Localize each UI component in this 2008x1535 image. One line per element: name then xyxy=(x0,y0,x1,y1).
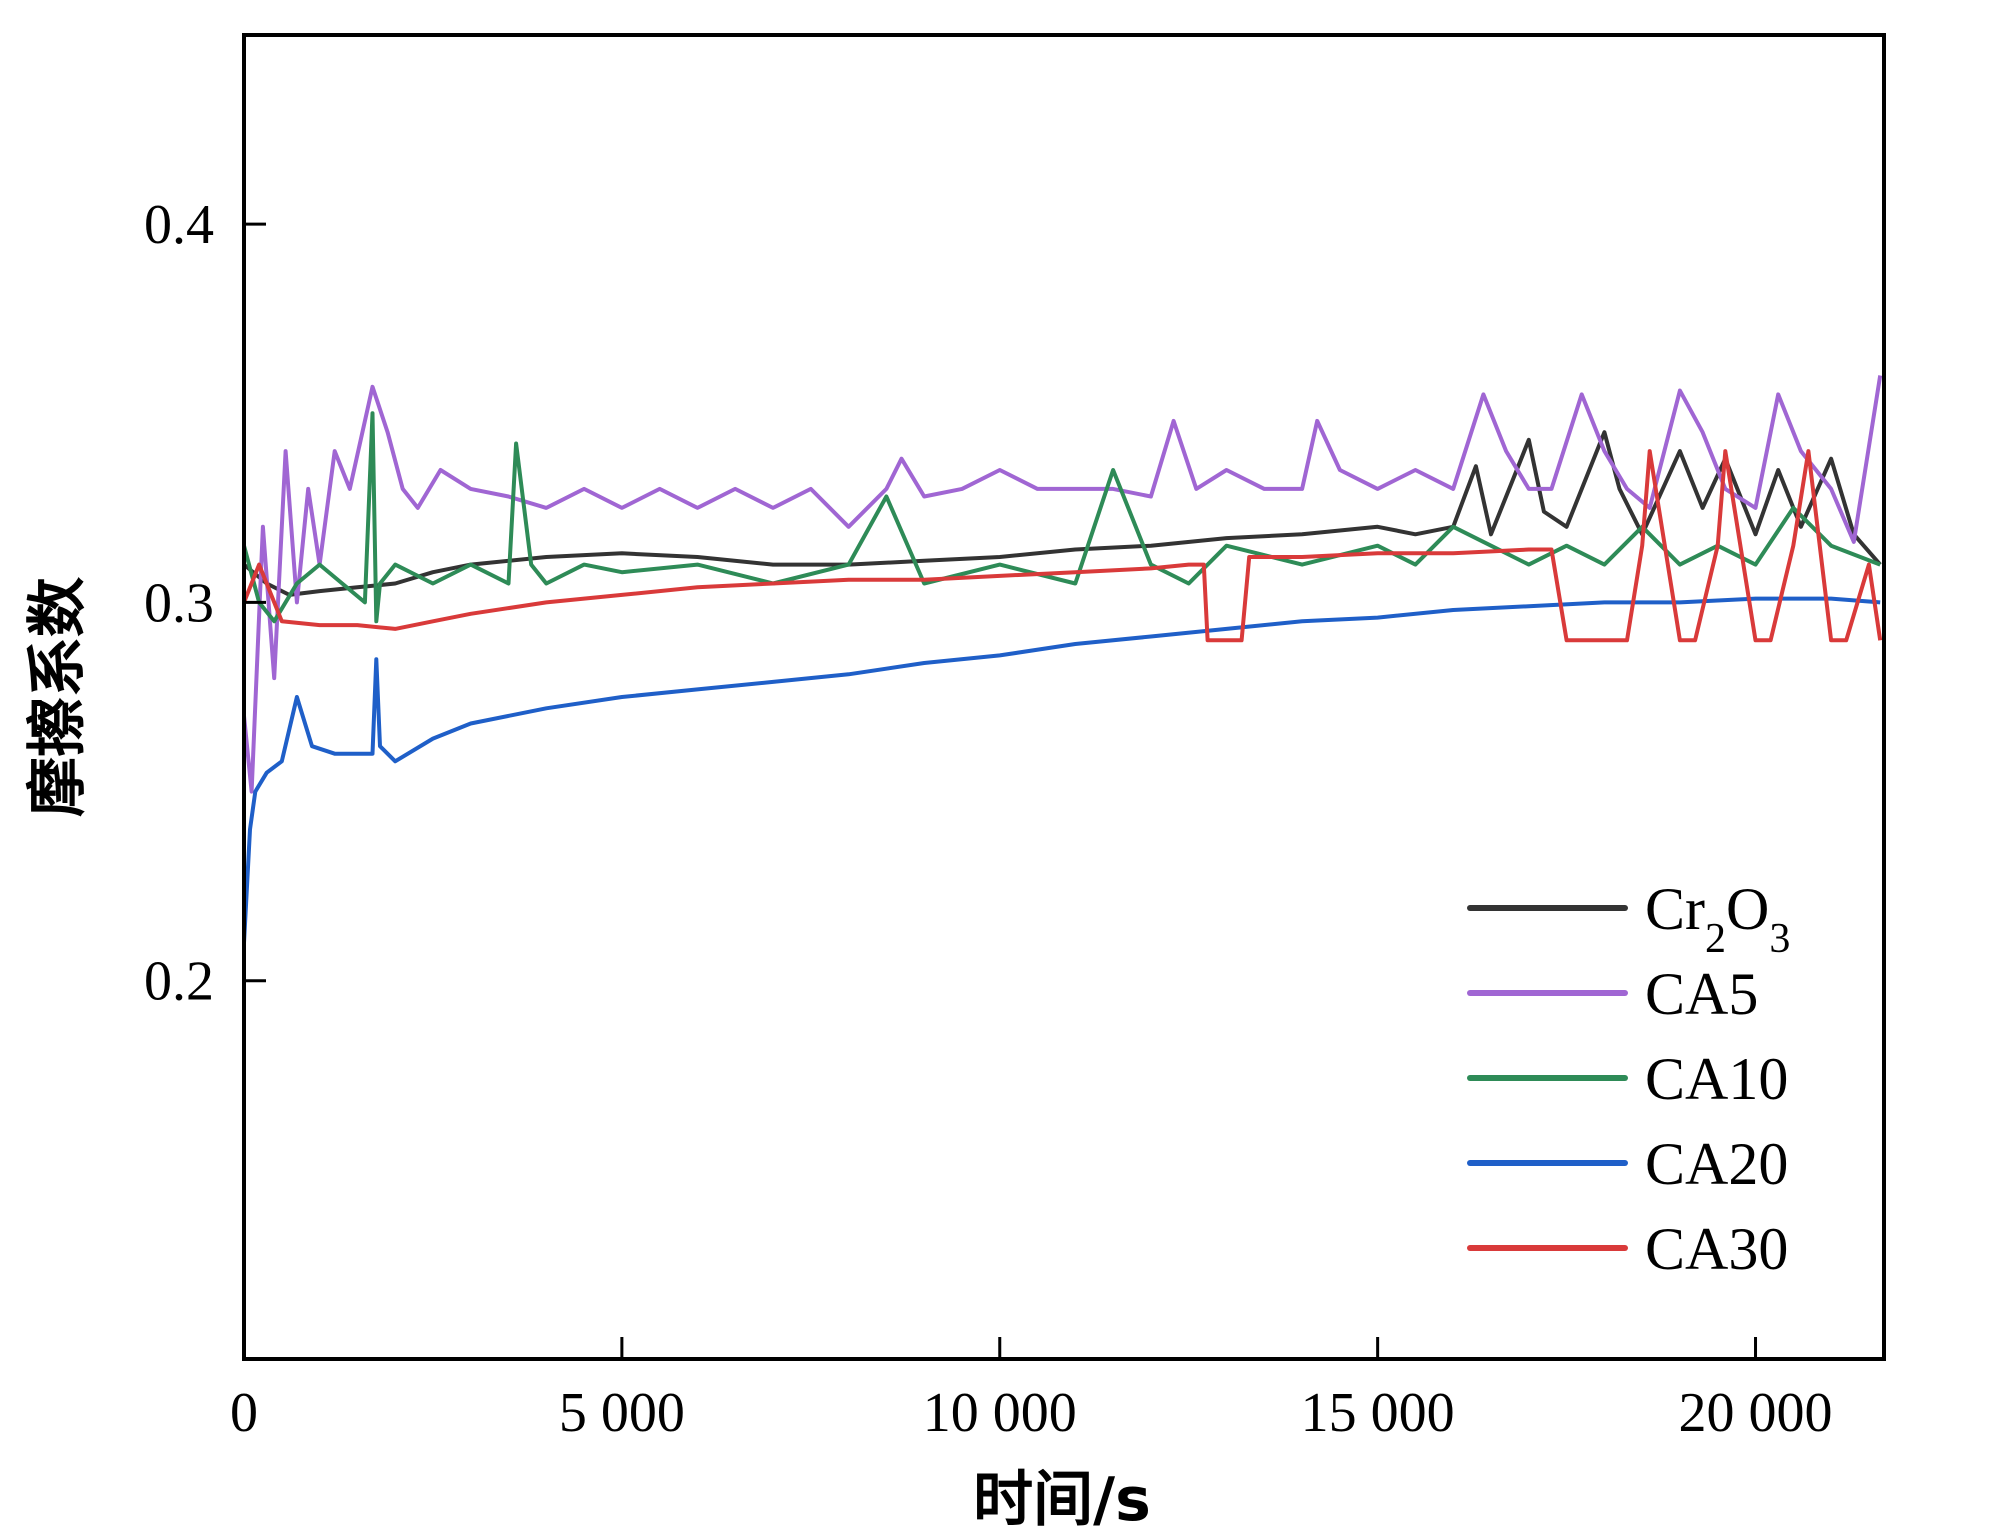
legend-label-ca5: CA5 xyxy=(1645,961,1758,1027)
series-line-ca20 xyxy=(242,596,1881,944)
x-tick-label: 0 xyxy=(230,1382,258,1444)
x-axis-title: 时间/s xyxy=(973,1465,1151,1535)
series-line-ca30 xyxy=(242,449,1883,643)
y-tick-label: 0.3 xyxy=(144,572,214,634)
x-tick-label: 20 000 xyxy=(1679,1382,1833,1444)
legend-label-ca10: CA10 xyxy=(1645,1046,1788,1112)
series-layer xyxy=(242,375,1883,944)
x-tick-label: 10 000 xyxy=(923,1382,1077,1444)
plot-frame xyxy=(242,33,1886,1361)
y-axis-title: 摩擦系数 xyxy=(23,577,93,817)
legend-label-ca20: CA20 xyxy=(1645,1131,1788,1197)
series-line-cr2o3 xyxy=(242,430,1882,597)
x-tick-label: 15 000 xyxy=(1301,1382,1455,1444)
axis-layer: 0 5 000 10 000 15 000 20 000 0.2 0.3 0.4 xyxy=(144,194,1833,1444)
series-line-ca5 xyxy=(242,375,1883,794)
y-tick-label: 0.2 xyxy=(144,951,214,1013)
legend-label-cr2o3: Cr2O3 xyxy=(1645,876,1790,962)
legend-label-ca30: CA30 xyxy=(1645,1216,1788,1282)
series-line-ca10 xyxy=(242,411,1881,624)
x-tick-label: 5 000 xyxy=(559,1382,685,1444)
y-tick-label: 0.4 xyxy=(144,194,214,256)
